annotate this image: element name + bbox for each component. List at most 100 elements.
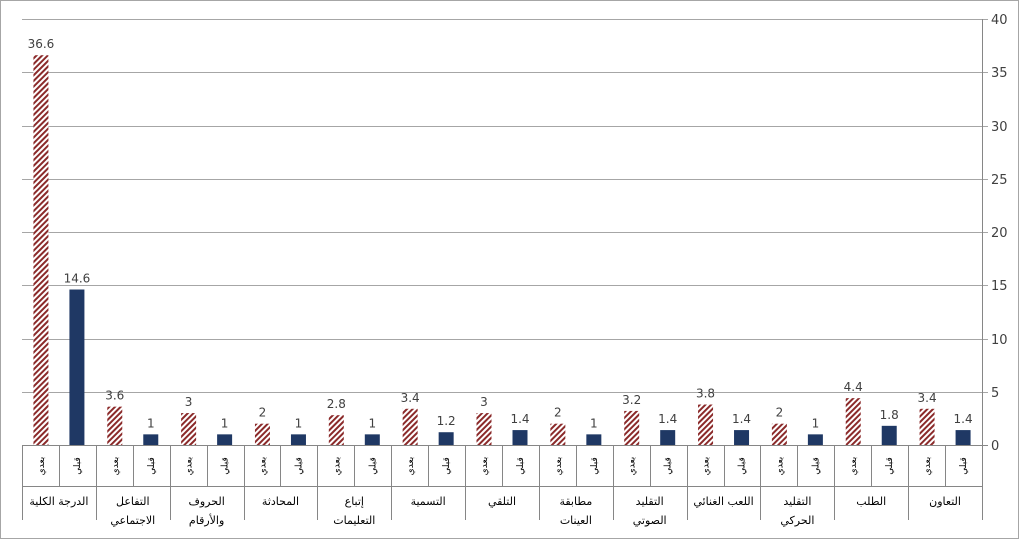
bar xyxy=(955,430,971,445)
series-label: بعدي xyxy=(849,457,859,476)
data-label: 1.8 xyxy=(880,408,899,422)
series-label: بعدي xyxy=(332,457,342,476)
series-label: بعدي xyxy=(406,457,416,476)
data-label: 3 xyxy=(480,395,488,409)
bar xyxy=(181,413,197,445)
bar xyxy=(586,434,602,445)
bar xyxy=(402,408,418,445)
bar xyxy=(771,423,787,445)
bar xyxy=(107,406,123,445)
category-label: الصوتي xyxy=(633,514,667,527)
y-tick-label: 30 xyxy=(991,120,1008,135)
bar xyxy=(624,410,640,445)
data-label: 3 xyxy=(185,395,193,409)
bar xyxy=(217,434,233,445)
series-label: بعدي xyxy=(702,457,712,476)
y-tick-label: 25 xyxy=(991,173,1008,188)
bar xyxy=(845,398,861,445)
category-label: إتباع xyxy=(345,495,364,508)
series-label: بعدي xyxy=(628,457,638,476)
series-label: بعدي xyxy=(185,457,195,476)
category-label: مطابقة xyxy=(559,495,592,508)
bar xyxy=(69,289,85,445)
bar xyxy=(476,413,492,445)
y-tick-label: 40 xyxy=(991,13,1008,28)
series-label: قبلي xyxy=(959,457,969,475)
data-label: 1 xyxy=(368,416,376,430)
series-label: بعدي xyxy=(480,457,490,476)
bar xyxy=(290,434,306,445)
series-label: قبلي xyxy=(221,457,231,475)
category-label: التلقي xyxy=(488,495,516,508)
category-label: الحروف xyxy=(188,495,224,508)
data-label: 1.4 xyxy=(954,412,973,426)
category-label: التفاعل xyxy=(116,495,150,508)
data-label: 1.4 xyxy=(732,412,751,426)
category-label: التقليد xyxy=(636,495,664,508)
series-label: بعدي xyxy=(775,457,785,476)
bar xyxy=(881,425,897,445)
bar xyxy=(734,430,750,445)
bar xyxy=(33,55,49,446)
y-tick-label: 5 xyxy=(991,386,999,401)
y-tick-label: 35 xyxy=(991,66,1008,81)
gridlines xyxy=(22,19,988,520)
bar xyxy=(550,423,566,445)
category-label: الحركي xyxy=(780,514,814,527)
series-label: بعدي xyxy=(258,457,268,476)
series-label: بعدي xyxy=(923,457,933,476)
series-label: قبلي xyxy=(368,457,378,475)
labels: 0 5 10 15 20 25 30 35 40 36.6 بعدي 14.6 قبلي الدرجة ا… xyxy=(28,13,1008,527)
category-label: العينات xyxy=(560,514,592,527)
data-label: 1.4 xyxy=(658,412,677,426)
category-label: المحادثة xyxy=(262,495,299,508)
data-label: 4.4 xyxy=(844,380,863,394)
bar xyxy=(807,434,823,445)
category-label: الطلب xyxy=(856,495,886,508)
series-label: قبلي xyxy=(294,457,304,475)
series-label: بعدي xyxy=(554,457,564,476)
category-label: والأرقام xyxy=(189,513,224,527)
series-label: قبلي xyxy=(738,457,748,475)
category-label: التعاون xyxy=(929,495,961,508)
series-label: بعدي xyxy=(37,457,47,476)
series-label: قبلي xyxy=(147,457,157,475)
data-label: 1 xyxy=(221,416,229,430)
data-label: 36.6 xyxy=(28,37,55,51)
data-label: 2.8 xyxy=(327,397,346,411)
data-label: 3.8 xyxy=(696,387,715,401)
y-tick-label: 20 xyxy=(991,226,1008,241)
bar xyxy=(438,432,454,445)
data-label: 2 xyxy=(776,406,784,420)
data-label: 3.4 xyxy=(401,391,420,405)
data-label: 1 xyxy=(147,416,155,430)
bars xyxy=(33,55,971,446)
data-label: 3.6 xyxy=(105,389,124,403)
y-tick-label: 10 xyxy=(991,333,1008,348)
bar xyxy=(143,434,159,445)
bar xyxy=(512,430,528,445)
data-label: 2 xyxy=(554,406,562,420)
series-label: قبلي xyxy=(811,457,821,475)
category-label: التقليد xyxy=(783,495,811,508)
data-label: 1.4 xyxy=(510,412,529,426)
bar xyxy=(364,434,380,445)
data-label: 14.6 xyxy=(64,272,91,286)
series-label: قبلي xyxy=(516,457,526,475)
data-label: 3.4 xyxy=(918,391,937,405)
category-label: التعليمات xyxy=(333,514,375,527)
series-label: قبلي xyxy=(442,457,452,475)
data-label: 1 xyxy=(812,416,820,430)
category-label: الدرجة الكلية xyxy=(29,495,88,508)
bar xyxy=(919,408,935,445)
series-label: بعدي xyxy=(111,457,121,476)
data-label: 3.2 xyxy=(622,393,641,407)
series-label: قبلي xyxy=(590,457,600,475)
data-label: 1.2 xyxy=(437,414,456,428)
data-label: 2 xyxy=(259,406,267,420)
series-label: قبلي xyxy=(73,457,83,475)
data-label: 1 xyxy=(590,416,598,430)
category-label: الاجتماعي xyxy=(110,514,155,527)
y-tick-label: 0 xyxy=(991,439,999,454)
